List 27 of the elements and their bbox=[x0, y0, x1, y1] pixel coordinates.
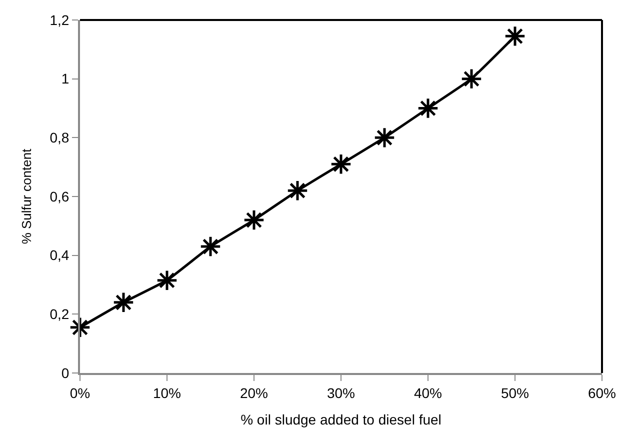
point bbox=[112, 292, 134, 314]
point bbox=[69, 316, 91, 338]
point bbox=[504, 25, 526, 48]
y-tick-label: 0,2 bbox=[50, 306, 70, 322]
x-tick-label: 50% bbox=[500, 384, 530, 401]
x-tick-label: 20% bbox=[240, 384, 268, 401]
y-tick-label: 0,4 bbox=[50, 247, 70, 264]
point bbox=[330, 153, 352, 175]
point bbox=[200, 236, 222, 258]
point bbox=[156, 269, 178, 292]
point bbox=[460, 68, 482, 90]
y-tick-label: 0 bbox=[61, 364, 70, 381]
point bbox=[243, 209, 265, 231]
x-tick-label: 30% bbox=[326, 384, 356, 401]
point bbox=[286, 180, 308, 202]
point bbox=[374, 126, 396, 149]
x-tick-label: 40% bbox=[414, 384, 442, 401]
y-tick-label: 0,6 bbox=[50, 188, 70, 204]
x-tick-label: 60% bbox=[588, 384, 616, 401]
y-axis-title: % Sulfur content bbox=[19, 148, 34, 244]
x-tick-label: 10% bbox=[152, 384, 182, 401]
y-tick-label: 1,2 bbox=[50, 12, 70, 28]
point bbox=[417, 97, 439, 120]
x-tick-label: 0% bbox=[70, 384, 90, 401]
x-axis-title: % oil sludge added to diesel fuel bbox=[240, 412, 442, 428]
y-tick-label: 1 bbox=[61, 70, 70, 87]
y-tick-label: 0,8 bbox=[50, 130, 70, 146]
